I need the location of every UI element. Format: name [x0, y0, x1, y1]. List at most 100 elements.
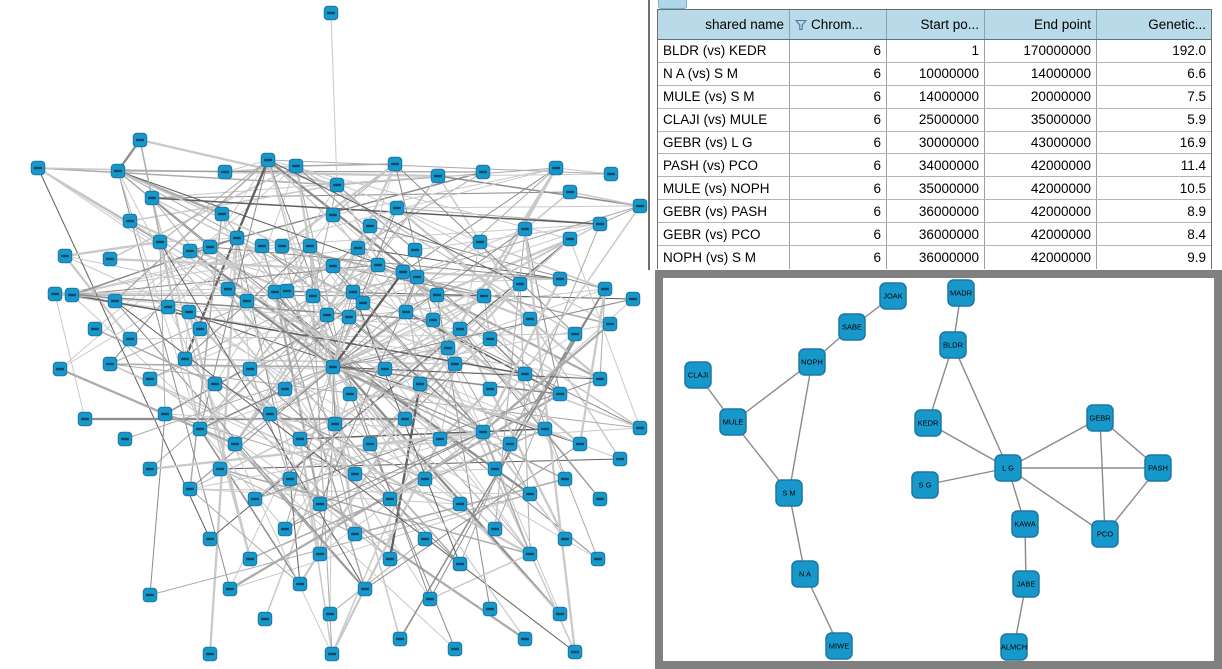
network-node[interactable] — [324, 646, 340, 662]
network-node[interactable] — [472, 234, 488, 250]
network-node[interactable] — [202, 646, 218, 662]
network-node-bldr[interactable]: BLDR — [939, 331, 967, 359]
network-node[interactable] — [242, 551, 258, 567]
network-node[interactable] — [292, 576, 308, 592]
network-node[interactable] — [362, 218, 378, 234]
network-node[interactable] — [377, 361, 393, 377]
filtered-network-panel[interactable]: JOAK MADR SABE NOPH CLAJI MULE BLDR KEDR GEBR L G… — [655, 270, 1222, 669]
network-node[interactable] — [322, 606, 338, 622]
network-node-almch[interactable]: ALMCH — [1000, 633, 1028, 661]
network-node[interactable] — [217, 164, 233, 180]
network-node[interactable] — [117, 431, 133, 447]
network-node[interactable] — [557, 531, 573, 547]
table-row[interactable]: GEBR (vs) PCO 6 36000000 42000000 8.4 — [658, 223, 1211, 247]
network-node[interactable] — [325, 359, 341, 375]
network-node[interactable] — [160, 299, 176, 315]
network-node[interactable] — [220, 281, 236, 297]
network-node[interactable] — [482, 381, 498, 397]
network-node[interactable] — [612, 451, 628, 467]
network-node[interactable] — [487, 461, 503, 477]
network-node[interactable] — [355, 295, 371, 311]
network-node[interactable] — [102, 251, 118, 267]
network-node[interactable] — [312, 546, 328, 562]
network-node[interactable] — [425, 312, 441, 328]
network-node[interactable] — [122, 213, 138, 229]
network-node[interactable] — [57, 248, 73, 264]
network-node[interactable] — [387, 156, 403, 172]
network-node[interactable] — [107, 293, 123, 309]
network-node[interactable] — [122, 331, 138, 347]
network-node[interactable] — [392, 631, 408, 647]
network-node[interactable] — [382, 491, 398, 507]
network-node[interactable] — [132, 132, 148, 148]
network-node[interactable] — [327, 416, 343, 432]
network-node-kedr[interactable]: KEDR — [914, 409, 942, 437]
network-node[interactable] — [323, 5, 339, 21]
network-node[interactable] — [422, 591, 438, 607]
network-node[interactable] — [562, 184, 578, 200]
network-node[interactable] — [267, 284, 283, 300]
network-node-claji[interactable]: CLAJI — [684, 361, 712, 389]
network-node[interactable] — [64, 287, 80, 303]
network-node[interactable] — [257, 611, 273, 627]
network-node[interactable] — [487, 521, 503, 537]
table-row[interactable]: CLAJI (vs) MULE 6 25000000 35000000 5.9 — [658, 108, 1211, 132]
network-node[interactable] — [262, 406, 278, 422]
network-node[interactable] — [247, 491, 263, 507]
network-node[interactable] — [142, 587, 158, 603]
network-node[interactable] — [277, 521, 293, 537]
network-node[interactable] — [202, 531, 218, 547]
network-node[interactable] — [292, 431, 308, 447]
network-node-jabe[interactable]: JABE — [1012, 570, 1040, 598]
network-node-madr[interactable]: MADR — [947, 279, 975, 307]
network-node[interactable] — [562, 231, 578, 247]
network-node[interactable] — [254, 238, 270, 254]
network-node[interactable] — [395, 264, 411, 280]
column-header-end-point[interactable]: End point — [985, 10, 1097, 39]
column-header-genetic[interactable]: Genetic... — [1097, 10, 1211, 39]
network-node[interactable] — [632, 420, 648, 436]
network-node[interactable] — [552, 271, 568, 287]
column-header-start-po[interactable]: Start po... — [887, 10, 985, 39]
table-row[interactable]: BLDR (vs) KEDR 6 1 170000000 192.0 — [658, 40, 1211, 63]
network-node-l-g[interactable]: L G — [994, 454, 1022, 482]
network-node[interactable] — [345, 284, 361, 300]
network-node[interactable] — [407, 242, 423, 258]
network-node[interactable] — [142, 371, 158, 387]
network-node[interactable] — [87, 321, 103, 337]
network-node[interactable] — [522, 311, 538, 327]
network-node[interactable] — [417, 471, 433, 487]
network-node[interactable] — [202, 239, 218, 255]
network-node[interactable] — [397, 411, 413, 427]
network-node[interactable] — [412, 376, 428, 392]
network-node[interactable] — [625, 291, 641, 307]
network-node[interactable] — [389, 200, 405, 216]
network-node[interactable] — [557, 471, 573, 487]
network-node[interactable] — [382, 551, 398, 567]
network-node[interactable] — [475, 424, 491, 440]
network-node[interactable] — [239, 293, 255, 309]
network-node[interactable] — [77, 411, 93, 427]
network-node[interactable] — [572, 436, 588, 452]
network-node[interactable] — [52, 361, 68, 377]
network-node-pash[interactable]: PASH — [1144, 454, 1172, 482]
network-node[interactable] — [350, 240, 366, 256]
network-node[interactable] — [592, 216, 608, 232]
network-node[interactable] — [282, 471, 298, 487]
column-header-chrom[interactable]: Chrom... — [790, 10, 887, 39]
network-node[interactable] — [342, 386, 358, 402]
network-node-noph[interactable]: NOPH — [798, 348, 826, 376]
network-node[interactable] — [482, 601, 498, 617]
network-node-sabe[interactable]: SABE — [838, 313, 866, 341]
table-row[interactable]: GEBR (vs) L G 6 30000000 43000000 16.9 — [658, 131, 1211, 155]
table-row[interactable]: NOPH (vs) S M 6 36000000 42000000 9.9 — [658, 246, 1211, 269]
network-node-pco[interactable]: PCO — [1091, 520, 1119, 548]
network-node[interactable] — [430, 168, 446, 184]
network-node[interactable] — [602, 316, 618, 332]
network-node[interactable] — [597, 281, 613, 297]
table-row[interactable]: N A (vs) S M 6 10000000 14000000 6.6 — [658, 62, 1211, 86]
network-node[interactable] — [222, 581, 238, 597]
network-node[interactable] — [181, 304, 197, 320]
table-row[interactable]: MULE (vs) NOPH 6 35000000 42000000 10.5 — [658, 177, 1211, 201]
